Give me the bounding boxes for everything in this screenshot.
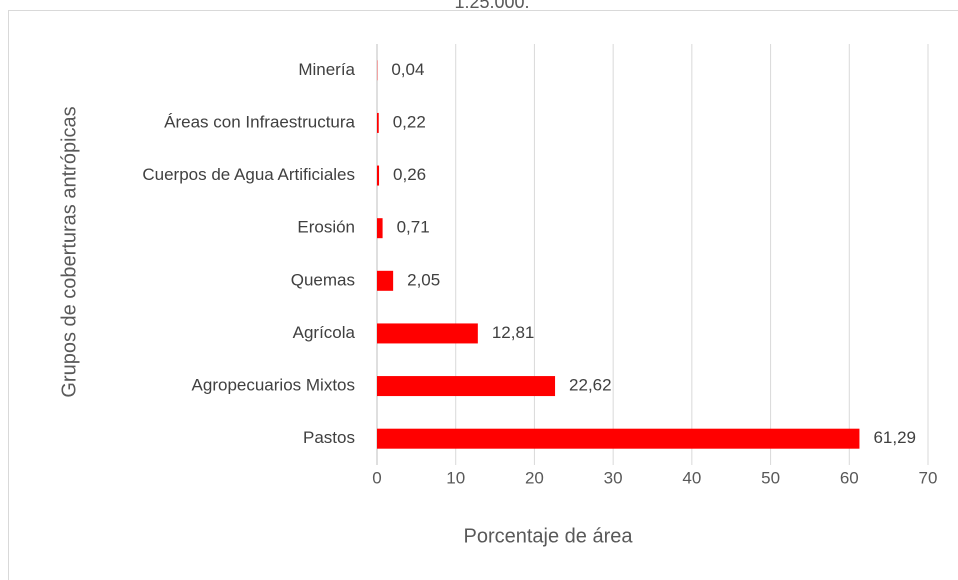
data-label: 0,22: [393, 112, 426, 131]
bar: [377, 218, 383, 239]
x-tick-label: 60: [840, 468, 859, 487]
data-label: 0,26: [393, 165, 426, 184]
bar: [377, 376, 556, 397]
data-label: 2,05: [407, 270, 440, 289]
bar: [377, 323, 478, 344]
x-tick-label: 40: [682, 468, 701, 487]
data-label: 22,62: [569, 376, 612, 395]
chart-title: 1:25.000.: [454, 0, 529, 12]
data-label: 0,71: [397, 218, 430, 237]
x-tick-label: 50: [761, 468, 780, 487]
y-tick-label: Agropecuarios Mixtos: [192, 376, 355, 395]
data-label: 0,04: [391, 60, 424, 79]
y-tick-label: Agrícola: [293, 323, 356, 342]
x-tick-label: 0: [372, 468, 381, 487]
x-axis-title: Porcentaje de área: [463, 525, 633, 547]
x-tick-label: 10: [446, 468, 465, 487]
x-tick-label: 70: [919, 468, 938, 487]
y-tick-label: Quemas: [291, 270, 355, 289]
y-tick-label: Minería: [298, 60, 355, 79]
data-label: 12,81: [492, 323, 535, 342]
x-tick-label: 20: [525, 468, 544, 487]
bar: [377, 428, 860, 449]
x-tick-label: 30: [604, 468, 623, 487]
y-tick-label: Áreas con Infraestructura: [164, 112, 355, 131]
data-label: 61,29: [873, 428, 916, 447]
bar: [377, 112, 379, 133]
y-axis-title: Grupos de coberturas antrópicas: [58, 106, 80, 397]
y-tick-label: Cuerpos de Agua Artificiales: [142, 165, 355, 184]
bar: [377, 270, 394, 291]
bar: [377, 165, 380, 186]
y-tick-label: Erosión: [297, 218, 355, 237]
y-tick-label: Pastos: [303, 428, 355, 447]
